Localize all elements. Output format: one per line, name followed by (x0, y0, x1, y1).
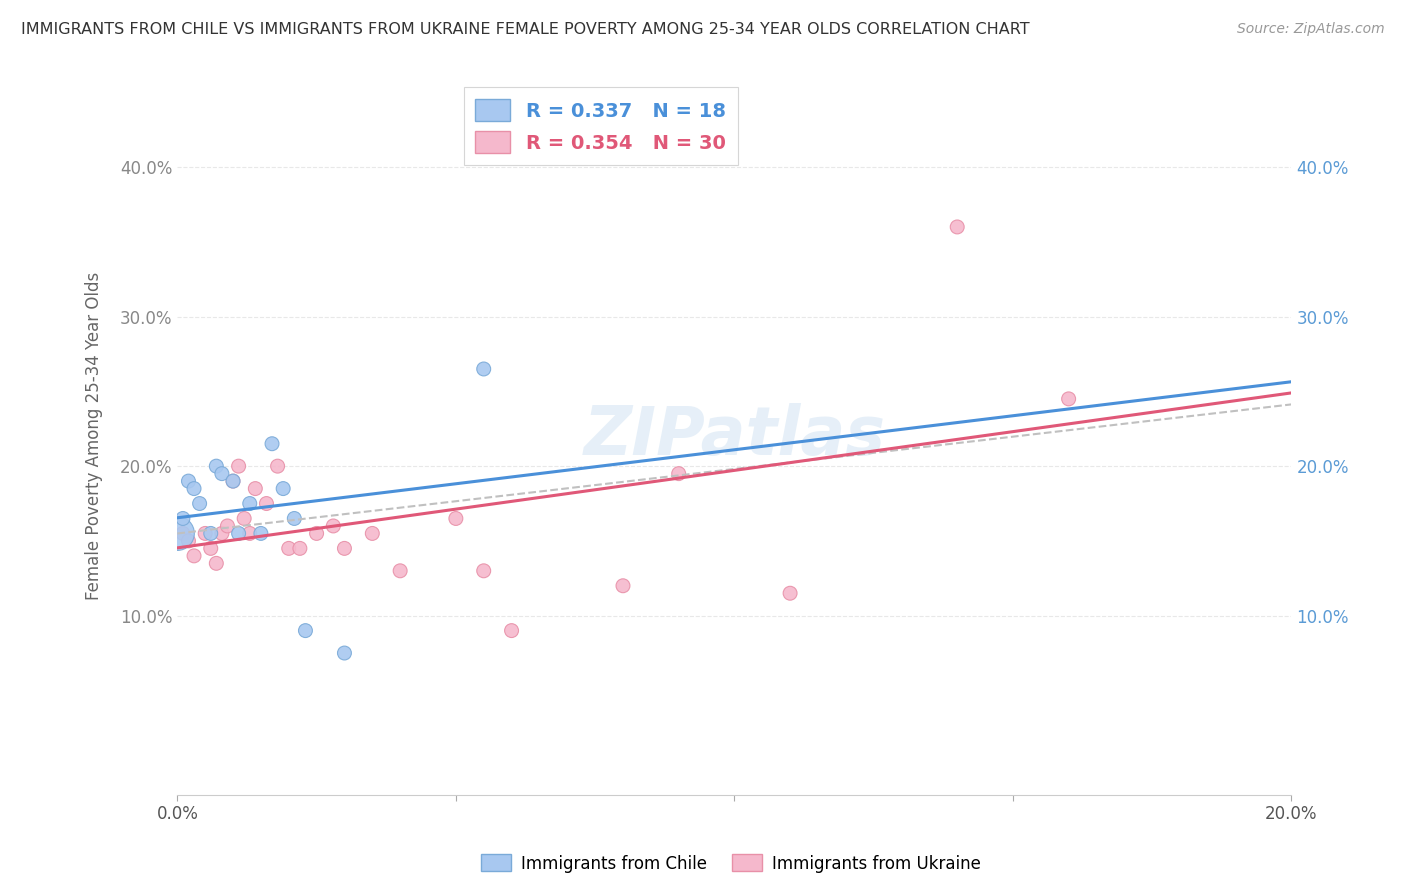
Point (946, 219, 969, 234)
Point (183, 549, 205, 563)
Point (233, 511, 256, 525)
Point (361, 526, 384, 541)
Point (222, 474, 245, 488)
Point (245, 482, 267, 496)
Point (250, 526, 273, 541)
Point (183, 482, 205, 496)
Point (256, 496, 278, 510)
Point (283, 511, 305, 525)
Point (239, 526, 262, 541)
Point (217, 519, 239, 533)
Point (172, 511, 194, 525)
Point (177, 533, 200, 548)
Point (222, 474, 245, 488)
Point (472, 564, 495, 578)
Point (200, 526, 222, 541)
Point (211, 467, 233, 481)
Point (271, 482, 294, 496)
Point (1057, 392, 1080, 406)
Point (177, 474, 200, 488)
Point (266, 459, 288, 474)
Y-axis label: Female Poverty Among 25-34 Year Olds: Female Poverty Among 25-34 Year Olds (86, 272, 103, 600)
Legend: Immigrants from Chile, Immigrants from Ukraine: Immigrants from Chile, Immigrants from U… (474, 847, 988, 880)
Point (228, 526, 250, 541)
Point (205, 557, 228, 571)
Point (211, 526, 233, 541)
Point (389, 564, 412, 578)
Point (472, 362, 495, 376)
Point (260, 436, 283, 450)
Point (333, 646, 356, 660)
Point (228, 459, 250, 474)
Text: Source: ZipAtlas.com: Source: ZipAtlas.com (1237, 22, 1385, 37)
Point (239, 496, 262, 510)
Point (277, 541, 299, 556)
Point (288, 541, 311, 556)
Point (322, 519, 344, 533)
Point (172, 526, 194, 541)
Legend: R = 0.337   N = 18, R = 0.354   N = 30: R = 0.337 N = 18, R = 0.354 N = 30 (464, 87, 738, 165)
Point (194, 526, 217, 541)
Point (200, 541, 222, 556)
Point (205, 459, 228, 474)
Point (779, 586, 801, 600)
Text: ZIPatlas: ZIPatlas (583, 403, 886, 469)
Point (305, 526, 328, 541)
Point (501, 624, 523, 638)
Point (333, 541, 356, 556)
Point (166, 526, 188, 541)
Point (612, 579, 634, 593)
Text: IMMIGRANTS FROM CHILE VS IMMIGRANTS FROM UKRAINE FEMALE POVERTY AMONG 25-34 YEAR: IMMIGRANTS FROM CHILE VS IMMIGRANTS FROM… (21, 22, 1029, 37)
Point (444, 511, 467, 525)
Point (294, 624, 316, 638)
Point (188, 496, 211, 510)
Point (668, 467, 690, 481)
